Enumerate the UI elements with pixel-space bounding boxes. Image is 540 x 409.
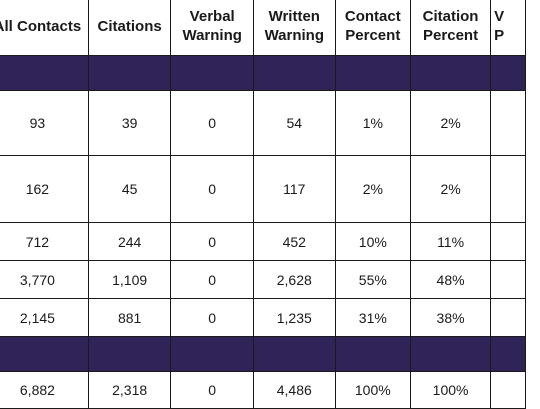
band-cell bbox=[409, 55, 492, 91]
cell-all-contacts: 93 bbox=[0, 90, 89, 156]
cell-citations: 45 bbox=[87, 155, 172, 223]
section-band-bottom bbox=[0, 336, 526, 372]
band-cell bbox=[0, 336, 89, 372]
cell-contact-percent: 31% bbox=[334, 298, 411, 337]
cell-contact-percent: 1% bbox=[334, 90, 411, 156]
cell-truncated bbox=[490, 155, 526, 223]
table-row: 2,145 881 0 1,235 31% 38% bbox=[0, 298, 526, 337]
cell-citations: 244 bbox=[87, 222, 172, 261]
band-cell bbox=[490, 55, 526, 91]
cell-verbal-warning: 0 bbox=[170, 260, 254, 299]
total-row: 6,882 2,318 0 4,486 100% 100% bbox=[0, 371, 526, 409]
cell-verbal-warning: 0 bbox=[170, 298, 254, 337]
cell-written-warning: 54 bbox=[252, 90, 336, 156]
table-row: 93 39 0 54 1% 2% bbox=[0, 90, 526, 156]
cell-citation-percent: 38% bbox=[409, 298, 492, 337]
cell-contact-percent: 55% bbox=[334, 260, 411, 299]
cell-written-warning: 1,235 bbox=[252, 298, 336, 337]
header-written-warning: Written Warning bbox=[252, 0, 336, 56]
cell-citations: 1,109 bbox=[87, 260, 172, 299]
band-cell bbox=[252, 336, 336, 372]
total-all-contacts: 6,882 bbox=[0, 371, 89, 409]
total-verbal-warning: 0 bbox=[170, 371, 254, 409]
total-citations: 2,318 bbox=[87, 371, 172, 409]
band-cell bbox=[170, 336, 254, 372]
band-cell bbox=[334, 55, 411, 91]
cell-written-warning: 452 bbox=[252, 222, 336, 261]
header-citation-percent: Citation Percent bbox=[409, 0, 492, 56]
table-row: 162 45 0 117 2% 2% bbox=[0, 155, 526, 223]
band-cell bbox=[87, 55, 172, 91]
header-citations: Citations bbox=[87, 0, 172, 56]
cell-truncated bbox=[490, 260, 526, 299]
cell-truncated bbox=[490, 222, 526, 261]
total-citation-percent: 100% bbox=[409, 371, 492, 409]
header-verbal-warning: Verbal Warning bbox=[170, 0, 254, 56]
cell-verbal-warning: 0 bbox=[170, 90, 254, 156]
cell-all-contacts: 162 bbox=[0, 155, 89, 223]
cell-written-warning: 117 bbox=[252, 155, 336, 223]
header-row: All Contacts Citations Verbal Warning Wr… bbox=[0, 0, 526, 56]
section-band-top bbox=[0, 55, 526, 91]
cell-citation-percent: 11% bbox=[409, 222, 492, 261]
cell-citation-percent: 2% bbox=[409, 155, 492, 223]
cell-all-contacts: 2,145 bbox=[0, 298, 89, 337]
traffic-stop-statistics-table: All Contacts Citations Verbal Warning Wr… bbox=[0, 0, 526, 409]
header-truncated-column: V P bbox=[490, 0, 526, 56]
cell-citation-percent: 2% bbox=[409, 90, 492, 156]
cell-all-contacts: 712 bbox=[0, 222, 89, 261]
cell-verbal-warning: 0 bbox=[170, 222, 254, 261]
total-contact-percent: 100% bbox=[334, 371, 411, 409]
cell-contact-percent: 2% bbox=[334, 155, 411, 223]
cell-truncated bbox=[490, 298, 526, 337]
band-cell bbox=[252, 55, 336, 91]
band-cell bbox=[334, 336, 411, 372]
total-written-warning: 4,486 bbox=[252, 371, 336, 409]
cell-truncated bbox=[490, 371, 526, 409]
band-cell bbox=[170, 55, 254, 91]
band-cell bbox=[87, 336, 172, 372]
band-cell bbox=[409, 336, 492, 372]
cell-citations: 881 bbox=[87, 298, 172, 337]
cell-citations: 39 bbox=[87, 90, 172, 156]
header-contact-percent: Contact Percent bbox=[334, 0, 411, 56]
cell-written-warning: 2,628 bbox=[252, 260, 336, 299]
cell-contact-percent: 10% bbox=[334, 222, 411, 261]
table-row: 3,770 1,109 0 2,628 55% 48% bbox=[0, 260, 526, 299]
header-all-contacts: All Contacts bbox=[0, 0, 89, 56]
band-cell bbox=[490, 336, 526, 372]
cell-all-contacts: 3,770 bbox=[0, 260, 89, 299]
band-cell bbox=[0, 55, 89, 91]
cell-truncated bbox=[490, 90, 526, 156]
cell-verbal-warning: 0 bbox=[170, 155, 254, 223]
cell-citation-percent: 48% bbox=[409, 260, 492, 299]
table-row: 712 244 0 452 10% 11% bbox=[0, 222, 526, 261]
